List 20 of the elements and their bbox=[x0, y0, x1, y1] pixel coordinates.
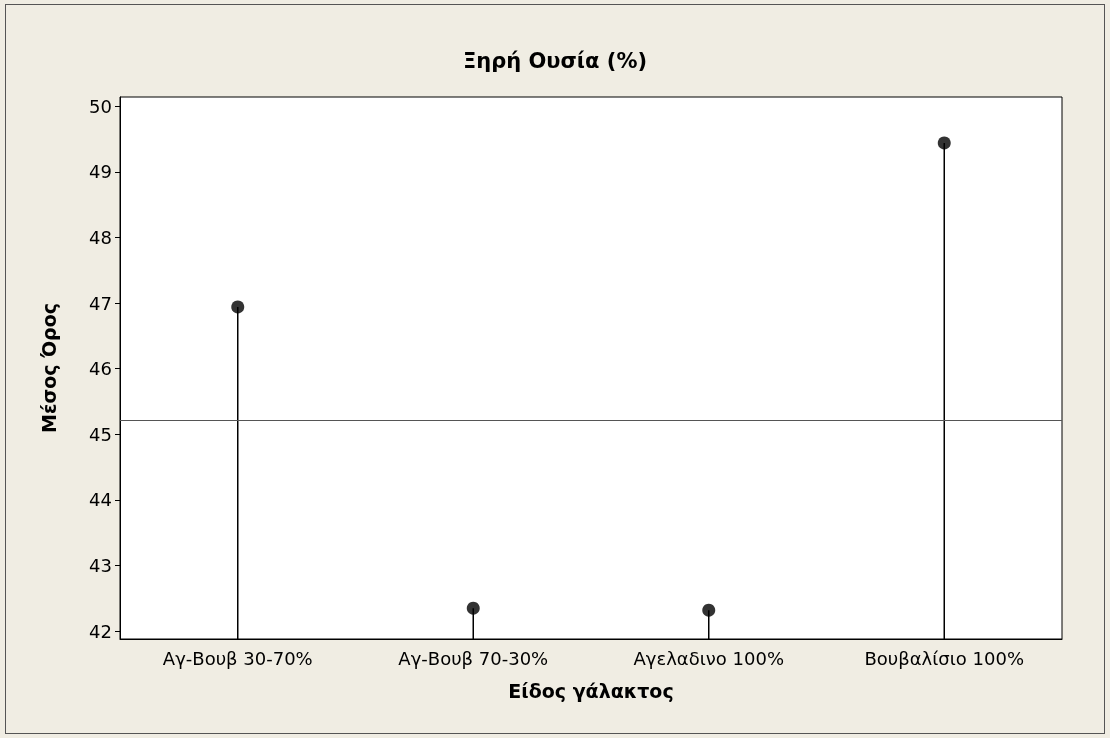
x-tick-label: Αγελαδινο 100% bbox=[633, 647, 785, 669]
chart-title: Ξηρή Ουσία (%) bbox=[462, 48, 648, 73]
y-tick-label: 48 bbox=[89, 226, 112, 248]
y-axis-title: Μέσος Όρος bbox=[37, 302, 60, 434]
x-tick-label: Βουβαλίσιο 100% bbox=[864, 647, 1025, 669]
x-tick-label: Αγ-Βουβ 70-30% bbox=[398, 647, 549, 669]
y-tick-label: 46 bbox=[89, 358, 112, 380]
point bbox=[231, 300, 245, 314]
y-tick-label: 43 bbox=[89, 555, 112, 577]
y-tick-label: 42 bbox=[89, 620, 112, 642]
y-tick-label: 45 bbox=[89, 423, 112, 445]
y-tick-label: 47 bbox=[89, 292, 112, 314]
point bbox=[466, 601, 480, 615]
y-tick-label: 50 bbox=[89, 95, 112, 117]
x-axis-title: Είδος γάλακτος bbox=[508, 679, 674, 702]
x-tick-label: Αγ-Βουβ 30-70% bbox=[162, 647, 313, 669]
y-tick-label: 44 bbox=[89, 489, 112, 511]
y-tick-label: 49 bbox=[89, 161, 112, 183]
point bbox=[937, 136, 951, 150]
point bbox=[702, 603, 716, 617]
